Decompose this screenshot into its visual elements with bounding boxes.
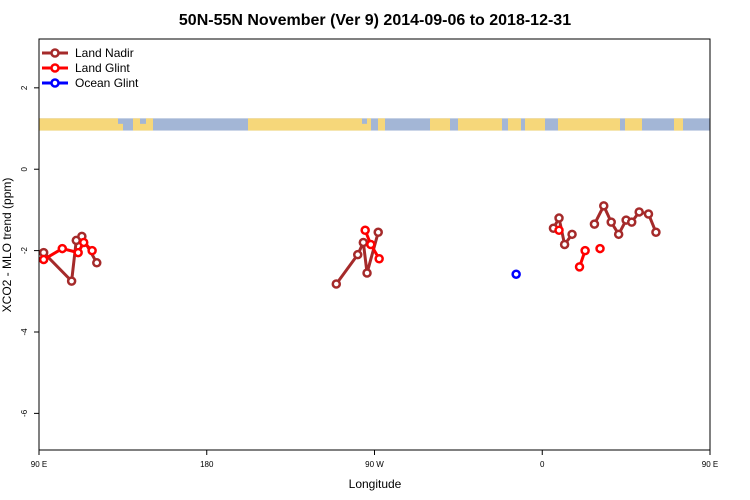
land-nadir-point [362,268,372,278]
land-glint-point [87,245,97,256]
land-segment [362,123,367,131]
y-tick-label: -6 [20,409,29,417]
land-nadir-point [373,227,383,238]
y-tick-label: 0 [20,166,29,171]
ocean-glint-point [511,269,521,279]
land-glint-point [574,262,585,272]
land-glint-point [554,225,564,236]
land-glint-point [709,258,710,261]
land-glint-point [366,239,376,250]
land-segment [378,118,385,131]
x-tick-label: 180 [200,460,214,469]
land-segment [39,118,118,131]
series-land-glint [39,225,750,272]
land-segment [140,123,146,131]
y-tick-label: -2 [20,247,29,255]
land-segment [146,118,153,131]
legend-marker-ocean-glint [50,78,60,88]
land-glint-point [580,245,590,256]
land-glint-point [73,247,83,258]
series-layer [39,201,750,289]
land-nadir-point [739,278,746,285]
land-segment [625,118,642,131]
land-segment [430,123,440,131]
land-segment [525,118,545,131]
land-glint-point [746,249,750,256]
legend-label-ocean-glint: Ocean Glint [75,76,139,90]
y-axis: 2 0 -2 -4 -6 [20,85,39,417]
land-glint-point [374,253,384,264]
land-nadir-point [559,239,570,250]
land-glint-point [78,237,89,248]
x-axis: 90 E 180 90 W 0 90 E [31,450,718,469]
land-segment [558,118,620,131]
legend-marker-land-nadir [50,48,60,58]
land-segment [674,123,683,131]
x-axis-label: Longitude [349,477,402,491]
land-glint-point [360,225,370,236]
land-segment [458,118,502,131]
land-nadir-point [613,229,624,240]
land-nadir-point [331,279,342,289]
land-nadir-point [352,249,363,260]
x-tick-label: 90 E [702,460,718,469]
land-glint-line [715,242,750,259]
land-nadir-point [744,237,750,244]
legend-label-land-glint: Land Glint [75,61,130,75]
land-glint-point [39,254,49,265]
land-ocean-strip [39,118,710,131]
y-tick-label: -4 [20,328,29,336]
land-segment [133,118,140,131]
land-nadir-line [715,236,750,281]
legend-marker-land-glint [50,63,60,73]
land-nadir-point [567,229,577,240]
land-glint-point [730,245,737,252]
y-tick-label: 2 [20,85,29,90]
land-nadir-point [643,209,654,219]
legend-label-land-nadir: Land Nadir [75,46,134,60]
land-nadir-point [709,251,710,254]
land-glint-point [57,243,68,254]
land-nadir-point [554,213,564,223]
land-nadir-point [589,219,600,229]
land-segment [367,118,371,131]
land-nadir-point [92,258,102,268]
land-segment [118,123,123,131]
series-ocean-glint [511,269,521,279]
land-nadir-point [634,207,644,217]
y-axis-label: XCO2 - MLO trend (ppm) [0,178,14,313]
land-nadir-point [651,227,661,238]
chart-title: 50N-55N November (Ver 9) 2014-09-06 to 2… [179,12,571,29]
x-tick-label: 0 [540,460,545,469]
land-nadir-point [626,217,637,227]
land-glint-point [595,243,605,254]
land-nadir-point [599,201,609,211]
land-nadir-point [66,276,77,286]
land-nadir-line [42,234,99,283]
land-nadir-point [358,237,369,248]
series-land-nadir [39,201,750,289]
x-tick-label: 90 E [31,460,47,469]
land-segment [508,118,521,131]
land-nadir-point [606,217,616,227]
x-tick-label: 90 W [365,460,384,469]
land-segment [248,118,362,131]
